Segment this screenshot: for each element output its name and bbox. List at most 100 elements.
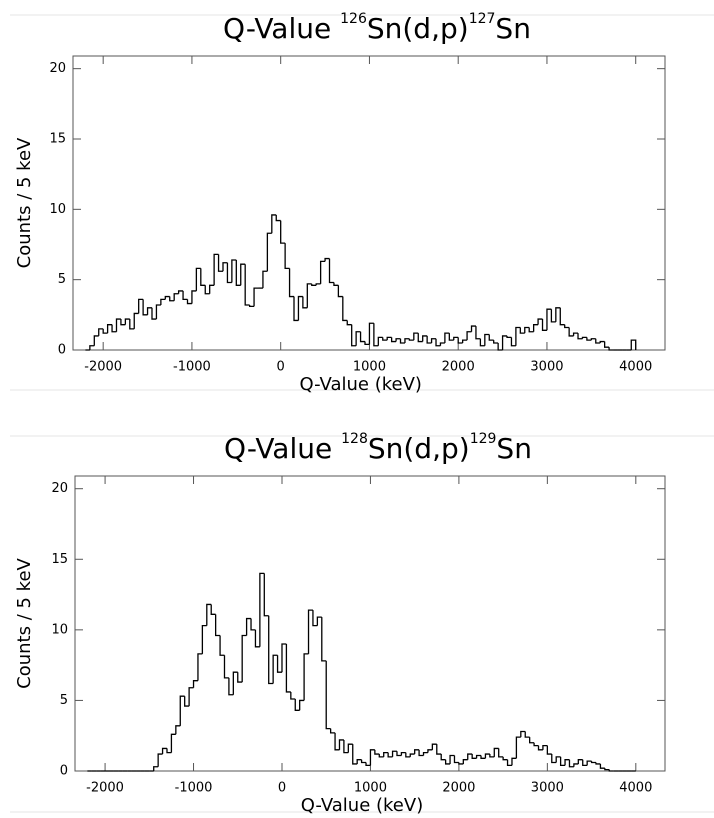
- histogram-bin: [368, 322, 374, 345]
- histogram-bin: [173, 293, 179, 301]
- histogram-bin: [537, 745, 543, 751]
- histogram-bin: [365, 762, 371, 767]
- y-axis-label: Counts / 5 keV: [14, 557, 35, 688]
- histogram-bin: [182, 290, 188, 301]
- chart-title: Q-Value 126Sn(d,p)127Sn: [223, 11, 531, 45]
- histogram-bin: [175, 725, 181, 735]
- histogram-bin: [346, 320, 352, 326]
- histogram-bin: [408, 338, 414, 341]
- histogram-bin: [550, 309, 556, 323]
- histogram-bin: [461, 339, 468, 343]
- histogram-bin: [471, 754, 477, 759]
- histogram-bin: [444, 759, 451, 765]
- histogram-bin: [405, 752, 411, 758]
- histogram-bin: [458, 762, 464, 765]
- histogram-bin: [338, 739, 344, 750]
- histogram-bin: [395, 338, 401, 342]
- histogram-bin: [219, 635, 225, 656]
- histogram-bin: [603, 341, 610, 348]
- histogram-bin: [391, 750, 397, 757]
- histogram-bin: [324, 257, 330, 262]
- histogram-bin: [240, 263, 246, 286]
- histogram-bin: [390, 337, 397, 343]
- histogram-bin: [532, 324, 539, 332]
- histogram-bin: [169, 296, 175, 302]
- histogram-bin: [102, 328, 108, 334]
- histogram-bin: [307, 609, 313, 654]
- histogram-bin: [209, 284, 215, 294]
- histogram-bin: [595, 762, 601, 765]
- histogram-bin: [515, 326, 521, 346]
- histogram-bin: [599, 763, 605, 769]
- histogram-bin: [253, 287, 259, 307]
- y-tick-label: 5: [58, 272, 66, 287]
- histogram-bin: [231, 259, 237, 283]
- y-tick-label: 15: [51, 552, 68, 567]
- histogram-bin: [271, 214, 277, 234]
- histogram-bin: [254, 629, 260, 648]
- histogram-bin: [493, 747, 499, 757]
- histogram-bin: [520, 730, 526, 738]
- plot-frame: [74, 475, 666, 772]
- histogram-bin: [453, 336, 459, 341]
- histogram-bin: [288, 268, 295, 298]
- x-tick-label: -2000: [86, 781, 124, 796]
- histogram-bin: [186, 299, 192, 305]
- histogram-bin: [551, 754, 557, 764]
- histogram-bin: [351, 324, 357, 347]
- histogram-bin: [608, 769, 614, 772]
- y-tick-label: 5: [60, 693, 68, 708]
- histogram-bin: [444, 332, 450, 343]
- histogram-bin: [321, 617, 327, 662]
- histogram-bin: [431, 743, 437, 750]
- histogram-bin: [475, 754, 482, 759]
- histogram-bin: [333, 282, 339, 286]
- histogram-bin: [511, 757, 517, 766]
- y-tick-label: 0: [60, 764, 68, 779]
- histogram-bin: [184, 696, 190, 707]
- x-tick-label: -1000: [175, 781, 213, 796]
- histogram-bin: [595, 338, 601, 344]
- histogram-bin: [533, 742, 539, 747]
- histogram-bin: [195, 267, 201, 291]
- histogram-bin: [630, 339, 637, 350]
- x-axis-label: Q-Value (keV): [299, 374, 421, 395]
- histogram-bin: [435, 338, 441, 347]
- title-text: Q-Value: [223, 12, 340, 45]
- histogram-bin: [480, 755, 486, 759]
- histogram-bin: [98, 328, 104, 336]
- histogram-bin: [138, 298, 144, 314]
- histogram-bin: [197, 653, 203, 681]
- y-tick-label: 10: [49, 202, 66, 217]
- histogram-bin: [559, 307, 565, 326]
- histogram-bin: [493, 340, 499, 344]
- histogram-bin: [347, 743, 353, 753]
- histogram-bin: [319, 260, 326, 284]
- histogram-bin: [299, 699, 305, 711]
- histogram-bin: [555, 756, 561, 763]
- y-tick-label: 20: [49, 61, 66, 76]
- histogram-bin: [280, 220, 286, 244]
- histogram-bin: [352, 744, 358, 765]
- histogram-bin: [546, 308, 552, 331]
- histogram-bin: [382, 337, 388, 341]
- histogram-bin: [302, 296, 308, 309]
- histogram-bin: [590, 338, 596, 341]
- histogram-bin: [235, 259, 241, 286]
- histogram-bin: [475, 326, 481, 340]
- histogram-bin: [542, 744, 548, 750]
- histogram-bin: [387, 752, 393, 758]
- histogram-bin: [590, 761, 597, 764]
- histogram-bin: [177, 290, 184, 294]
- histogram-bin: [524, 731, 530, 738]
- histogram-bin: [111, 324, 117, 333]
- histogram-bin: [436, 744, 442, 755]
- histogram-bin: [315, 283, 321, 286]
- histogram-bin: [151, 307, 157, 320]
- histogram-bin: [191, 290, 197, 304]
- histogram-bin: [120, 319, 126, 326]
- histogram-bin: [488, 334, 494, 341]
- histogram-bin: [294, 699, 300, 711]
- histogram-bin: [343, 739, 349, 754]
- title-superscript: 126: [340, 11, 367, 27]
